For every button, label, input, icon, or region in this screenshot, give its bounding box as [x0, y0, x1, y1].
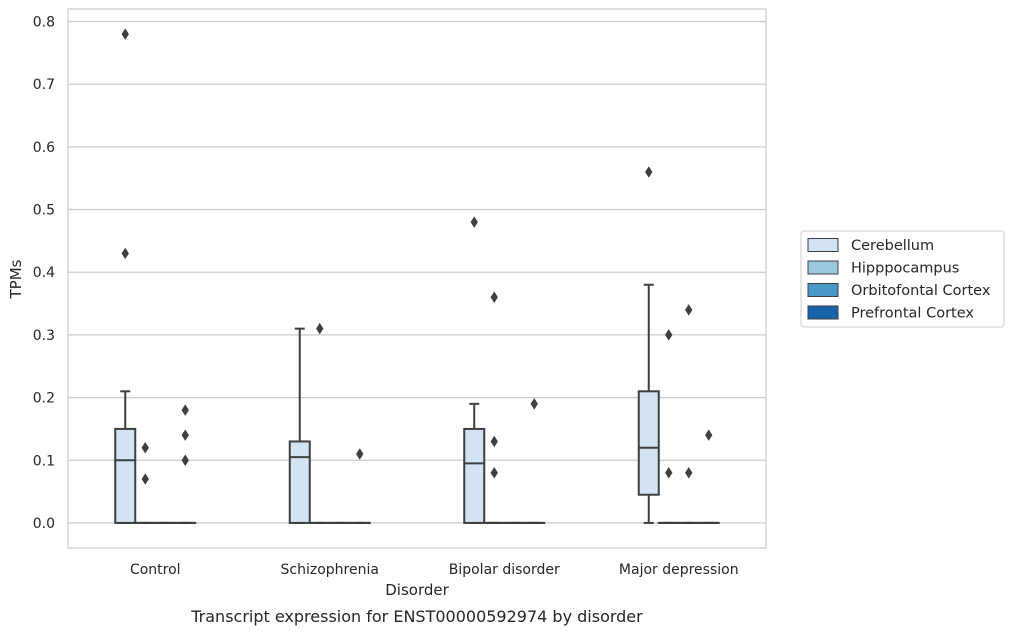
legend: Cerebellum Hipppocampus Orbitofontal Corte… — [800, 230, 1005, 328]
legend-swatch — [807, 260, 839, 275]
outlier-point — [665, 329, 673, 341]
outlier-point — [316, 322, 324, 335]
box-mark — [174, 404, 197, 524]
legend-swatch — [807, 283, 839, 297]
chart-caption: Transcript expression for ENST0000059297… — [190, 607, 643, 626]
legend-swatch — [807, 238, 839, 252]
y-tick-label: 0.7 — [33, 77, 55, 93]
box-mark — [348, 448, 371, 524]
series-cerebellum — [114, 28, 660, 524]
box-mark — [114, 28, 137, 524]
y-tick-label: 0.0 — [33, 516, 55, 532]
outlier-point — [181, 429, 189, 441]
box-mark — [697, 429, 720, 524]
legend-frame — [800, 230, 1005, 328]
y-tick-label: 0.4 — [33, 265, 55, 281]
box-body — [637, 390, 660, 496]
y-tick-label: 0.2 — [33, 391, 55, 407]
outlier-point — [490, 291, 498, 304]
legend-label: Hipppocampus — [851, 261, 959, 277]
outlier-point — [705, 429, 713, 441]
box-mark — [677, 304, 700, 524]
x-tick-label: Schizophrenia — [281, 562, 379, 578]
outlier-point — [685, 467, 693, 479]
y-tick-label: 0.3 — [33, 328, 55, 344]
outlier-point — [181, 454, 189, 466]
outlier-point — [490, 435, 498, 448]
y-tick-labels: 0.0 0.1 0.2 0.3 0.4 0.5 0.6 0.7 0.8 — [33, 15, 55, 532]
y-tick-label: 0.1 — [33, 453, 55, 469]
series-prefrontal-cortex — [174, 398, 720, 524]
box-body — [114, 427, 137, 524]
outlier-point — [356, 448, 364, 460]
outlier-point — [121, 28, 129, 40]
box-body — [463, 427, 486, 524]
outlier-point — [645, 166, 653, 178]
box-mark — [637, 166, 660, 524]
series-orbitofontal-cortex — [154, 304, 700, 524]
legend-label: Cerebellum — [851, 238, 934, 254]
box-mark — [523, 398, 546, 524]
outlier-point — [121, 247, 129, 260]
outlier-point — [470, 216, 478, 228]
box-series — [114, 28, 720, 524]
outlier-point — [665, 467, 673, 479]
legend-label: Orbitofontal Cortex — [851, 283, 991, 299]
outlier-point — [141, 441, 149, 454]
x-tick-label: Bipolar disorder — [449, 562, 560, 578]
y-tick-label: 0.6 — [33, 140, 55, 156]
y-axis-title: TPMs — [7, 259, 25, 299]
x-tick-label: Major depression — [619, 562, 739, 578]
x-tick-labels: Control Schizophrenia Bipolar disorder Majo… — [130, 562, 739, 578]
box-mark — [483, 291, 506, 524]
box-mark — [134, 441, 157, 524]
y-tick-label: 0.8 — [33, 15, 55, 31]
legend-swatch — [807, 305, 839, 320]
series-hipppocampus — [134, 291, 680, 524]
outlier-point — [530, 398, 538, 410]
x-tick-label: Control — [130, 562, 181, 578]
box-mark — [288, 327, 311, 524]
grid-lines — [68, 20, 766, 524]
plot-frame — [67, 8, 767, 549]
outlier-point — [490, 467, 498, 479]
box-mark — [308, 322, 331, 524]
outlier-point — [141, 473, 149, 485]
outlier-point — [685, 304, 693, 316]
x-axis-title: Disorder — [385, 581, 449, 599]
outlier-point — [181, 404, 189, 416]
y-tick-label: 0.5 — [33, 203, 55, 219]
legend-label: Prefrontal Cortex — [851, 306, 974, 322]
box-mark — [463, 216, 486, 524]
box-mark — [657, 329, 680, 524]
box-body — [288, 440, 311, 524]
